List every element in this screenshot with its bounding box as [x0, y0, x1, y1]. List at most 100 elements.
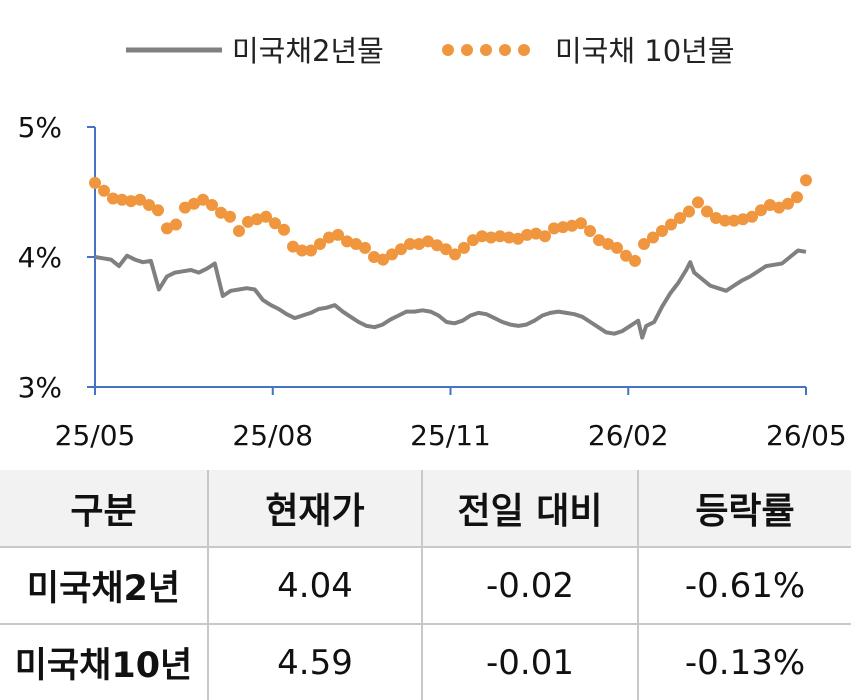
data-point-10y	[323, 231, 335, 244]
table-row: 미국채2년 4.04 -0.02 -0.61%	[0, 546, 851, 624]
y-tick-label: 5%	[18, 111, 62, 144]
header-category: 구분	[0, 470, 208, 547]
cell-change: -0.02	[421, 546, 638, 624]
data-point-10y	[584, 225, 596, 237]
data-point-10y	[350, 238, 362, 250]
data-point-10y	[476, 230, 488, 243]
data-point-10y	[215, 206, 227, 219]
header-change-rate: 등락률	[637, 470, 851, 547]
data-point-10y	[467, 234, 479, 247]
legend-dot	[461, 44, 473, 56]
data-point-10y	[548, 222, 560, 235]
legend-label-10y: 미국채 10년물	[555, 34, 735, 68]
legend-dot	[442, 44, 454, 56]
legend-swatch-10y	[442, 44, 530, 56]
data-point-10y	[701, 205, 713, 218]
data-point-10y	[566, 219, 578, 232]
data-point-10y	[125, 195, 137, 208]
data-point-10y	[800, 174, 812, 187]
x-tick-label: 25/08	[232, 419, 313, 452]
data-point-10y	[116, 193, 128, 206]
header-price: 현재가	[207, 470, 422, 547]
data-point-10y	[692, 196, 704, 209]
x-tick-label: 26/05	[766, 419, 847, 452]
data-point-10y	[782, 197, 794, 210]
data-point-10y	[611, 241, 623, 254]
data-point-10y	[647, 231, 659, 244]
data-point-10y	[728, 214, 740, 227]
data-point-10y	[404, 238, 416, 250]
table-row: 미국채10년 4.59 -0.01 -0.13%	[0, 623, 851, 700]
quote-table: 구분 현재가 전일 대비 등락률 미국채2년 4.04 -0.02 -0.61%…	[0, 470, 851, 700]
data-point-10y	[332, 228, 344, 241]
data-point-10y	[341, 235, 353, 248]
legend-dot	[518, 44, 530, 56]
data-point-10y	[602, 238, 614, 250]
data-point-10y	[458, 241, 470, 254]
data-point-10y	[773, 201, 785, 214]
cell-price: 4.04	[207, 546, 422, 624]
data-point-10y	[539, 230, 551, 243]
data-point-10y	[98, 184, 110, 197]
data-point-10y	[503, 231, 515, 244]
data-point-10y	[431, 239, 443, 252]
legend-label-2y: 미국채2년물	[232, 34, 384, 68]
cell-change-rate: -0.61%	[637, 546, 851, 624]
data-point-10y	[206, 199, 218, 211]
data-point-10y	[494, 230, 506, 243]
data-point-10y	[305, 244, 317, 257]
data-point-10y	[377, 253, 389, 266]
data-point-10y	[674, 212, 686, 224]
data-point-10y	[746, 210, 758, 223]
data-point-10y	[179, 201, 191, 214]
data-point-10y	[710, 212, 722, 224]
cell-price: 4.59	[207, 623, 422, 700]
data-point-10y	[224, 210, 236, 223]
data-point-10y	[755, 204, 767, 217]
data-point-10y	[233, 225, 245, 237]
data-point-10y	[638, 238, 650, 250]
y-tick-label: 4%	[18, 241, 62, 274]
data-point-10y	[170, 218, 182, 231]
data-point-10y	[296, 244, 308, 257]
data-point-10y	[359, 241, 371, 254]
data-point-10y	[89, 176, 101, 189]
data-point-10y	[143, 199, 155, 211]
data-point-10y	[575, 217, 587, 230]
data-point-10y	[530, 227, 542, 240]
data-point-10y	[593, 234, 605, 247]
data-point-10y	[665, 218, 677, 231]
header-change: 전일 대비	[421, 470, 638, 547]
series-line-2y	[94, 248, 807, 340]
data-point-10y	[260, 210, 272, 223]
data-point-10y	[278, 223, 290, 236]
series-dots-10y	[89, 174, 812, 267]
row-label: 미국채2년	[0, 546, 208, 624]
data-point-10y	[188, 197, 200, 210]
x-tick-label: 25/05	[55, 419, 136, 452]
data-point-10y	[737, 213, 749, 226]
data-point-10y	[197, 193, 209, 206]
data-point-10y	[656, 225, 668, 237]
row-label: 미국채10년	[0, 623, 208, 700]
data-point-10y	[413, 238, 425, 250]
cell-change: -0.01	[421, 623, 638, 700]
data-point-10y	[764, 199, 776, 211]
table-header-row: 구분 현재가 전일 대비 등락률	[0, 470, 851, 547]
data-point-10y	[368, 251, 380, 263]
data-point-10y	[314, 238, 326, 250]
x-tick-label: 25/11	[410, 419, 491, 452]
x-tick-label: 26/02	[588, 419, 669, 452]
data-point-10y	[449, 248, 461, 261]
chart-legend: 미국채2년물 미국채 10년물	[126, 34, 735, 68]
y-tick-label: 3%	[18, 371, 62, 404]
data-point-10y	[107, 192, 119, 205]
data-point-10y	[557, 221, 569, 234]
data-point-10y	[422, 235, 434, 248]
data-point-10y	[485, 231, 497, 244]
data-point-10y	[386, 248, 398, 261]
yield-chart: 미국채2년물 미국채 10년물 3% 4% 5% 25/05 25/08 25/11 26…	[18, 34, 847, 452]
data-point-10y	[242, 215, 254, 228]
data-point-10y	[251, 213, 263, 226]
data-point-10y	[161, 222, 173, 235]
